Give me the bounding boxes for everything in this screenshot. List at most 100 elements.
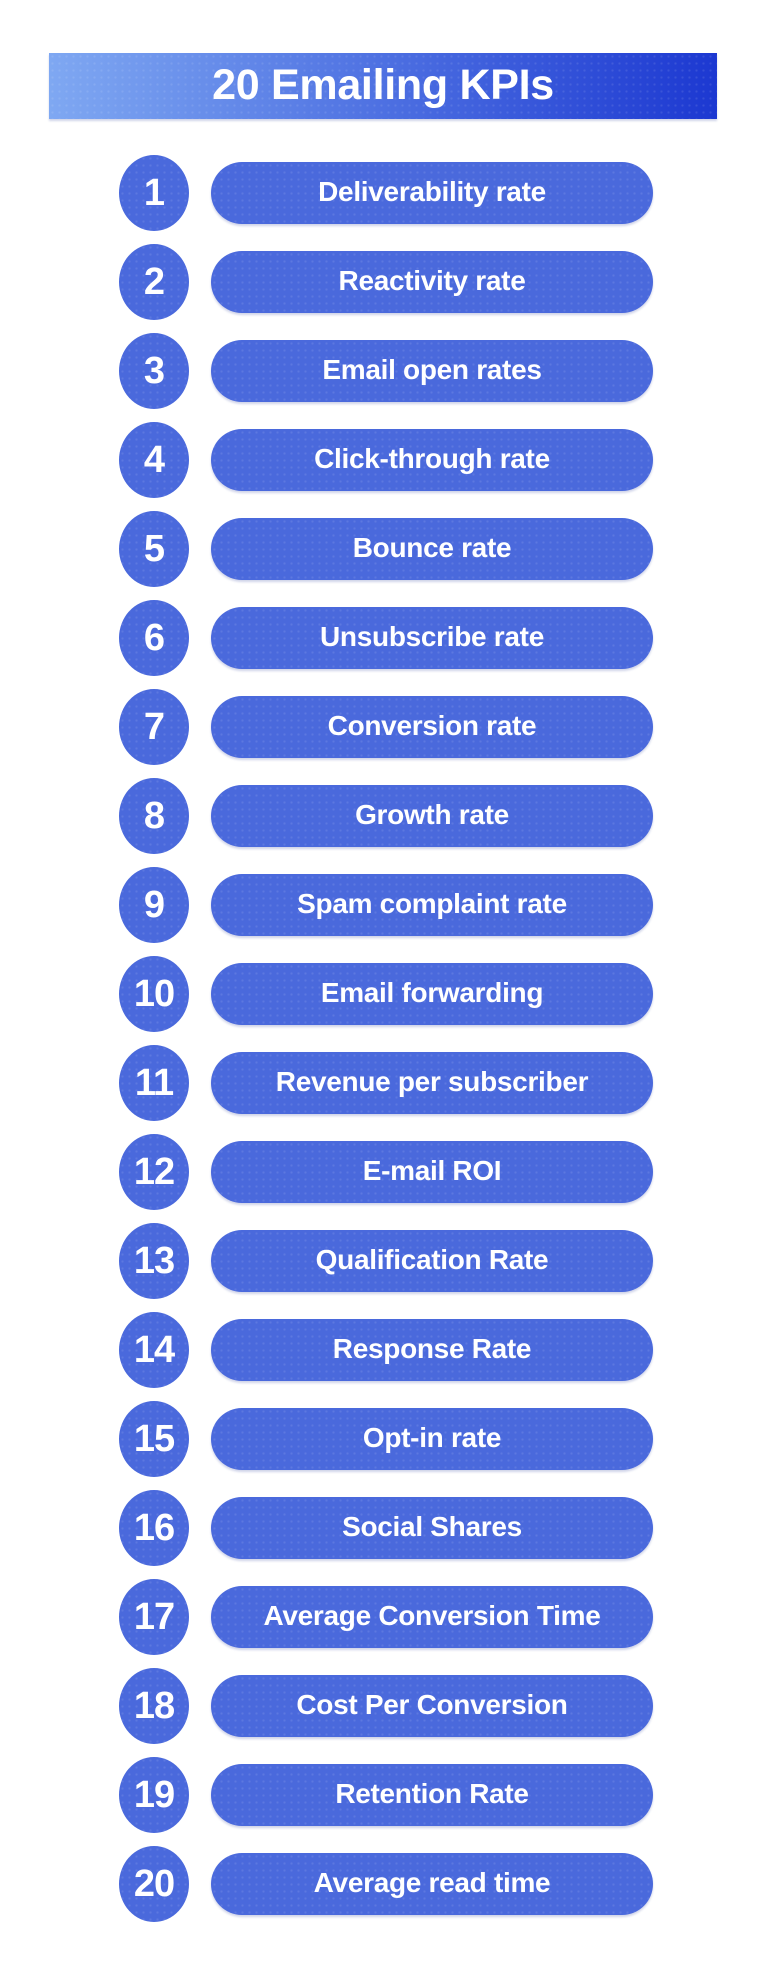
kpi-label: Click-through rate — [314, 443, 550, 474]
kpi-number-circle: 12 — [119, 1134, 189, 1210]
kpi-number-circle: 19 — [119, 1757, 189, 1833]
kpi-row: 9 Spam complaint rate — [0, 867, 768, 943]
kpi-pill: Growth rate — [211, 785, 653, 847]
kpi-label: Retention Rate — [335, 1778, 529, 1809]
kpi-number: 17 — [133, 1596, 175, 1638]
kpi-pill: Unsubscribe rate — [211, 607, 653, 669]
kpi-number-circle: 17 — [119, 1579, 189, 1655]
kpi-row: 1 Deliverability rate — [0, 155, 768, 231]
kpi-pill: Revenue per subscriber — [211, 1052, 653, 1114]
kpi-number-circle: 3 — [119, 333, 189, 409]
kpi-pill: Opt-in rate — [211, 1408, 653, 1470]
kpi-number-circle: 13 — [119, 1223, 189, 1299]
kpi-label: Unsubscribe rate — [320, 621, 544, 652]
kpi-pill: Average Conversion Time — [211, 1586, 653, 1648]
kpi-number: 3 — [143, 350, 165, 392]
kpi-label: Response Rate — [332, 1333, 532, 1364]
kpi-number: 8 — [143, 795, 165, 837]
kpi-row: 17 Average Conversion Time — [0, 1579, 768, 1655]
kpi-pill: Email open rates — [211, 340, 653, 402]
kpi-label: Deliverability rate — [318, 176, 546, 207]
kpi-number: 12 — [133, 1151, 175, 1193]
kpi-number: 11 — [134, 1062, 174, 1104]
kpi-row: 12 E-mail ROI — [0, 1134, 768, 1210]
kpi-pill: Bounce rate — [211, 518, 653, 580]
kpi-label: Reactivity rate — [338, 265, 526, 296]
kpi-label: Cost Per Conversion — [296, 1689, 568, 1720]
kpi-row: 15 Opt-in rate — [0, 1401, 768, 1477]
kpi-number-circle: 7 — [119, 689, 189, 765]
kpi-pill: Cost Per Conversion — [211, 1675, 653, 1737]
kpi-row: 19 Retention Rate — [0, 1757, 768, 1833]
kpi-number-circle: 18 — [119, 1668, 189, 1744]
kpi-number: 15 — [133, 1418, 175, 1460]
kpi-number: 20 — [133, 1863, 175, 1905]
kpi-number-circle: 2 — [119, 244, 189, 320]
kpi-number: 13 — [133, 1240, 175, 1282]
kpi-number-circle: 20 — [119, 1846, 189, 1922]
kpi-number-circle: 5 — [119, 511, 189, 587]
kpi-label: Conversion rate — [327, 710, 537, 741]
kpi-pill: Retention Rate — [211, 1764, 653, 1826]
kpi-row: 13 Qualification Rate — [0, 1223, 768, 1299]
kpi-row: 18 Cost Per Conversion — [0, 1668, 768, 1744]
kpi-number-circle: 14 — [119, 1312, 189, 1388]
kpi-number: 19 — [133, 1774, 175, 1816]
kpi-pill: Conversion rate — [211, 696, 653, 758]
kpi-label: Email forwarding — [320, 977, 544, 1008]
kpi-row: 2 Reactivity rate — [0, 244, 768, 320]
kpi-number: 5 — [143, 528, 165, 570]
kpi-number: 6 — [143, 617, 165, 659]
kpi-list: 1 Deliverability rate 2 Reactivity rate … — [0, 155, 768, 1922]
kpi-pill: Social Shares — [211, 1497, 653, 1559]
kpi-row: 14 Response Rate — [0, 1312, 768, 1388]
kpi-label: Spam complaint rate — [297, 888, 567, 919]
kpi-label: Bounce rate — [352, 532, 512, 563]
kpi-pill: Reactivity rate — [211, 251, 653, 313]
header-banner: 20 Emailing KPIs — [49, 53, 717, 119]
kpi-label: Social Shares — [342, 1511, 522, 1542]
kpi-number-circle: 8 — [119, 778, 189, 854]
kpi-number-circle: 6 — [119, 600, 189, 676]
kpi-pill: Average read time — [211, 1853, 653, 1915]
kpi-label: E-mail ROI — [362, 1155, 502, 1186]
kpi-label: Average read time — [313, 1867, 551, 1898]
kpi-pill: Email forwarding — [211, 963, 653, 1025]
kpi-number: 18 — [133, 1685, 175, 1727]
kpi-row: 20 Average read time — [0, 1846, 768, 1922]
kpi-number: 14 — [133, 1329, 175, 1371]
kpi-row: 3 Email open rates — [0, 333, 768, 409]
kpi-number-circle: 1 — [119, 155, 189, 231]
kpi-label: Revenue per subscriber — [275, 1066, 589, 1097]
kpi-row: 11 Revenue per subscriber — [0, 1045, 768, 1121]
kpi-number-circle: 16 — [119, 1490, 189, 1566]
kpi-pill: Qualification Rate — [211, 1230, 653, 1292]
kpi-pill: Click-through rate — [211, 429, 653, 491]
kpi-pill: Deliverability rate — [211, 162, 653, 224]
kpi-number: 10 — [133, 973, 175, 1015]
kpi-number: 4 — [143, 439, 165, 481]
kpi-label: Qualification Rate — [315, 1244, 549, 1275]
kpi-label: Opt-in rate — [362, 1422, 502, 1453]
kpi-number: 2 — [143, 261, 165, 303]
kpi-row: 7 Conversion rate — [0, 689, 768, 765]
kpi-row: 5 Bounce rate — [0, 511, 768, 587]
kpi-row: 6 Unsubscribe rate — [0, 600, 768, 676]
kpi-number-circle: 11 — [119, 1045, 189, 1121]
page-title: 20 Emailing KPIs — [212, 60, 554, 109]
kpi-number-circle: 9 — [119, 867, 189, 943]
kpi-number: 7 — [143, 706, 165, 748]
kpi-pill: Spam complaint rate — [211, 874, 653, 936]
kpi-number-circle: 10 — [119, 956, 189, 1032]
kpi-row: 16 Social Shares — [0, 1490, 768, 1566]
kpi-number-circle: 15 — [119, 1401, 189, 1477]
kpi-label: Email open rates — [322, 354, 542, 385]
kpi-number-circle: 4 — [119, 422, 189, 498]
kpi-pill: Response Rate — [211, 1319, 653, 1381]
kpi-number: 9 — [143, 884, 165, 926]
kpi-row: 4 Click-through rate — [0, 422, 768, 498]
kpi-label: Growth rate — [355, 799, 509, 830]
kpi-row: 10 Email forwarding — [0, 956, 768, 1032]
kpi-number: 16 — [133, 1507, 175, 1549]
